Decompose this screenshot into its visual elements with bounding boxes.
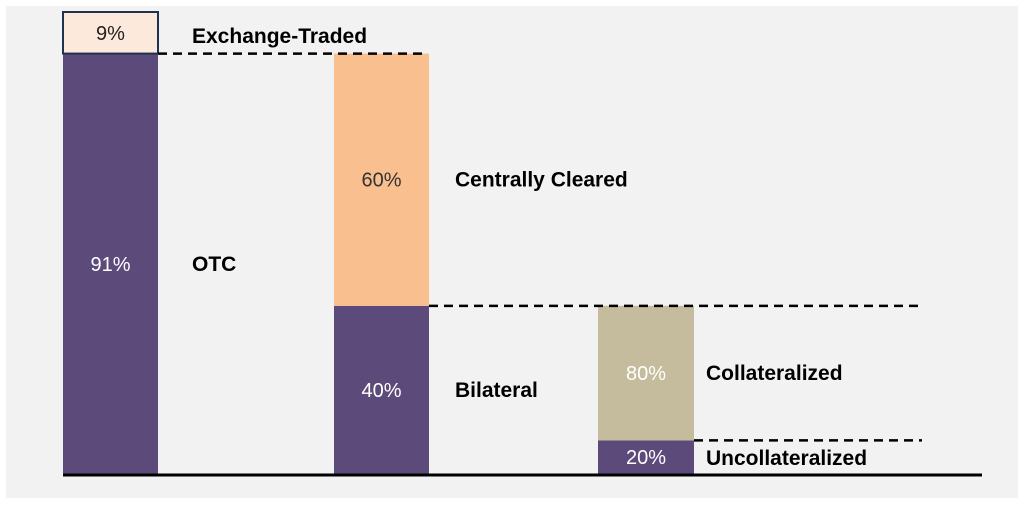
data-label: 20% — [626, 447, 666, 469]
category-label: Exchange-Traded — [192, 25, 367, 48]
bar-segment-exchange-traded — [62, 11, 159, 55]
bar-segment-bilateral — [334, 305, 429, 474]
category-label: OTC — [192, 253, 236, 276]
data-label: 60% — [361, 170, 401, 192]
data-label: 80% — [626, 363, 666, 385]
chart-background — [6, 6, 1018, 498]
bar-segment-collateralized — [598, 305, 694, 441]
category-label: Bilateral — [455, 379, 538, 402]
bar-segment-otc — [63, 53, 158, 475]
bar-segment-uncollateralized — [598, 440, 694, 474]
data-label: 40% — [361, 380, 401, 402]
bar-segment-centrally-cleared — [334, 53, 429, 306]
category-label: Collateralized — [706, 362, 843, 385]
data-label: 91% — [90, 254, 130, 276]
category-label: Uncollateralized — [706, 447, 867, 470]
data-label: 9% — [96, 23, 125, 45]
category-label: Centrally Cleared — [455, 169, 628, 192]
